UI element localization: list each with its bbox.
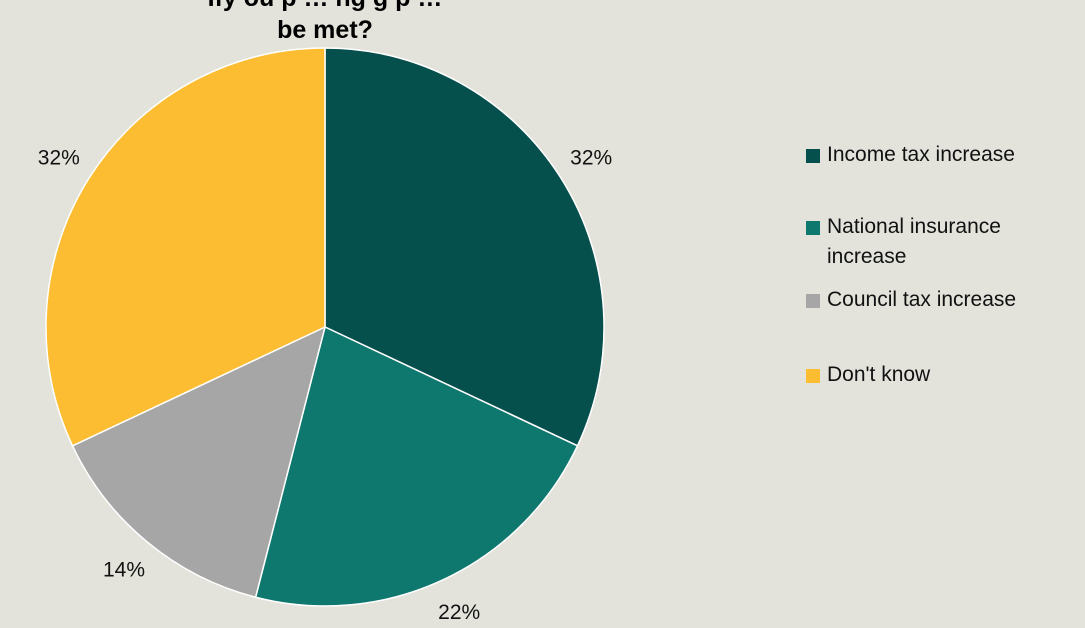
legend-swatch-don-t-know [806, 369, 820, 383]
legend-swatch-council-tax-increase [806, 294, 820, 308]
legend-label-council-tax-increase: Council tax increase [827, 288, 1017, 311]
chart-title-line-2: be met? [277, 16, 373, 44]
data-label-national-insurance-increase: 22% [438, 601, 480, 624]
legend-swatch-income-tax-increase [806, 149, 820, 163]
legend-label-national-insurance-increase: National insurance increase [827, 215, 1001, 268]
data-label-don-t-know: 32% [38, 147, 80, 170]
legend-item-council-tax-increase: Council tax increase [806, 285, 1085, 315]
pie-slice-don-t-know [45, 47, 326, 447]
legend-label-income-tax-increase: Income tax increase [827, 143, 1015, 166]
data-label-income-tax-increase: 32% [570, 147, 612, 170]
pie-slice-council-tax-increase [71, 326, 326, 598]
chart-title-line-1: Ify ou p … ng g p … [0, 0, 650, 13]
legend-swatch-national-insurance-increase [806, 221, 820, 235]
pie-slice-national-insurance-increase [254, 326, 579, 607]
pie-chart: 32% 22% 14% 32% [38, 47, 612, 624]
legend-item-income-tax-increase: Income tax increase [806, 140, 1085, 170]
legend-item-national-insurance-increase: National insurance increase [806, 212, 1085, 272]
legend-label-don-t-know: Don't know [827, 363, 931, 386]
data-label-council-tax-increase: 14% [103, 558, 145, 581]
legend-item-don-t-know: Don't know [806, 360, 1085, 390]
pie-slice-income-tax-increase [324, 47, 605, 447]
